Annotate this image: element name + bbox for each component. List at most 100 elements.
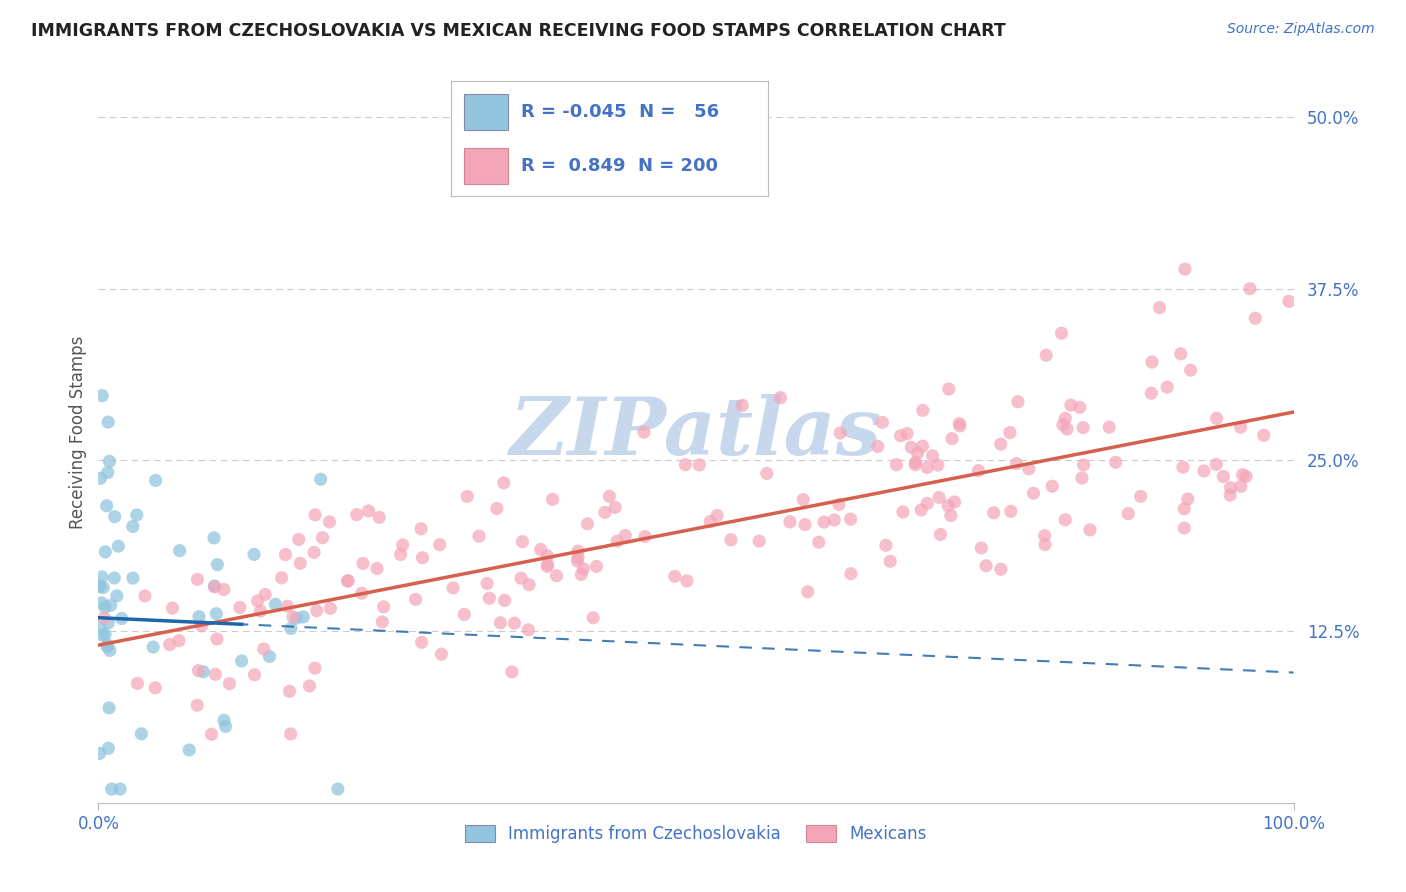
Point (1253, 428, 1275, 442)
Point (254, 588, 277, 602)
Point (292, 610, 315, 624)
Point (510, 571, 533, 585)
Point (949, 418, 972, 433)
Point (517, 623, 540, 637)
Point (90, 570, 112, 584)
Point (212, 714, 235, 728)
Point (411, 635, 433, 649)
Point (910, 503, 932, 517)
Point (1170, 347, 1192, 361)
Point (243, 548, 266, 562)
Point (389, 548, 412, 562)
Point (127, 676, 149, 690)
Point (274, 548, 297, 562)
Point (576, 516, 599, 531)
Point (204, 579, 226, 593)
Point (167, 633, 190, 648)
Point (830, 425, 852, 440)
Point (96, 640, 118, 654)
Point (91, 389, 114, 403)
Point (990, 562, 1012, 576)
Point (357, 504, 380, 518)
Point (1219, 488, 1241, 502)
Point (162, 601, 184, 615)
Point (1140, 386, 1163, 401)
Point (1232, 467, 1254, 482)
Text: IMMIGRANTS FROM CZECHOSLOVAKIA VS MEXICAN RECEIVING FOOD STAMPS CORRELATION CHAR: IMMIGRANTS FROM CZECHOSLOVAKIA VS MEXICA… (31, 22, 1005, 40)
Point (468, 529, 491, 543)
Point (1054, 513, 1077, 527)
Point (489, 615, 512, 630)
Point (904, 455, 927, 469)
Point (97, 466, 120, 480)
Point (93, 611, 115, 625)
Point (1056, 422, 1078, 436)
Point (253, 642, 276, 657)
Point (190, 619, 212, 633)
Point (688, 458, 710, 472)
Point (1173, 501, 1195, 516)
Point (277, 599, 299, 614)
Point (405, 592, 427, 607)
Text: ZIPatlas: ZIPatlas (510, 394, 882, 471)
Point (1005, 457, 1028, 471)
Point (352, 557, 374, 571)
Point (193, 665, 215, 679)
Point (346, 508, 368, 522)
Point (948, 417, 970, 431)
Point (1060, 398, 1083, 412)
Point (606, 534, 628, 549)
Point (1022, 486, 1045, 500)
Point (368, 510, 391, 524)
Point (1234, 469, 1257, 483)
Point (943, 495, 966, 509)
Point (990, 437, 1012, 451)
Point (585, 559, 607, 574)
Point (91, 581, 114, 595)
Point (309, 472, 332, 486)
Point (89, 579, 111, 593)
Point (664, 569, 686, 583)
Point (280, 622, 302, 636)
Point (676, 574, 699, 588)
Point (145, 474, 167, 488)
Point (97, 615, 120, 630)
Point (264, 597, 287, 611)
Point (546, 569, 568, 583)
Point (111, 611, 134, 625)
Point (304, 661, 326, 675)
Point (921, 449, 943, 463)
Point (1149, 301, 1171, 315)
Point (823, 513, 845, 527)
Point (813, 515, 835, 529)
Point (169, 543, 191, 558)
Point (1078, 523, 1101, 537)
Point (285, 611, 308, 625)
Point (430, 647, 453, 661)
Point (593, 505, 616, 519)
Point (205, 632, 228, 646)
Point (633, 425, 655, 439)
Point (731, 398, 754, 412)
Y-axis label: Receiving Food Stamps: Receiving Food Stamps (69, 336, 87, 529)
Point (287, 533, 309, 547)
Point (1205, 458, 1227, 472)
Point (249, 604, 271, 618)
Point (1040, 479, 1063, 493)
Point (409, 522, 432, 536)
Point (281, 610, 304, 624)
Point (927, 458, 949, 472)
Point (98, 701, 121, 715)
Point (302, 545, 325, 559)
Point (212, 582, 235, 597)
Point (1219, 481, 1241, 495)
Point (188, 609, 211, 624)
Point (441, 581, 464, 595)
Point (536, 549, 558, 563)
Point (350, 586, 373, 600)
Point (967, 464, 990, 478)
Point (755, 467, 778, 481)
Point (1239, 282, 1261, 296)
Point (839, 566, 862, 581)
Point (1229, 420, 1251, 434)
